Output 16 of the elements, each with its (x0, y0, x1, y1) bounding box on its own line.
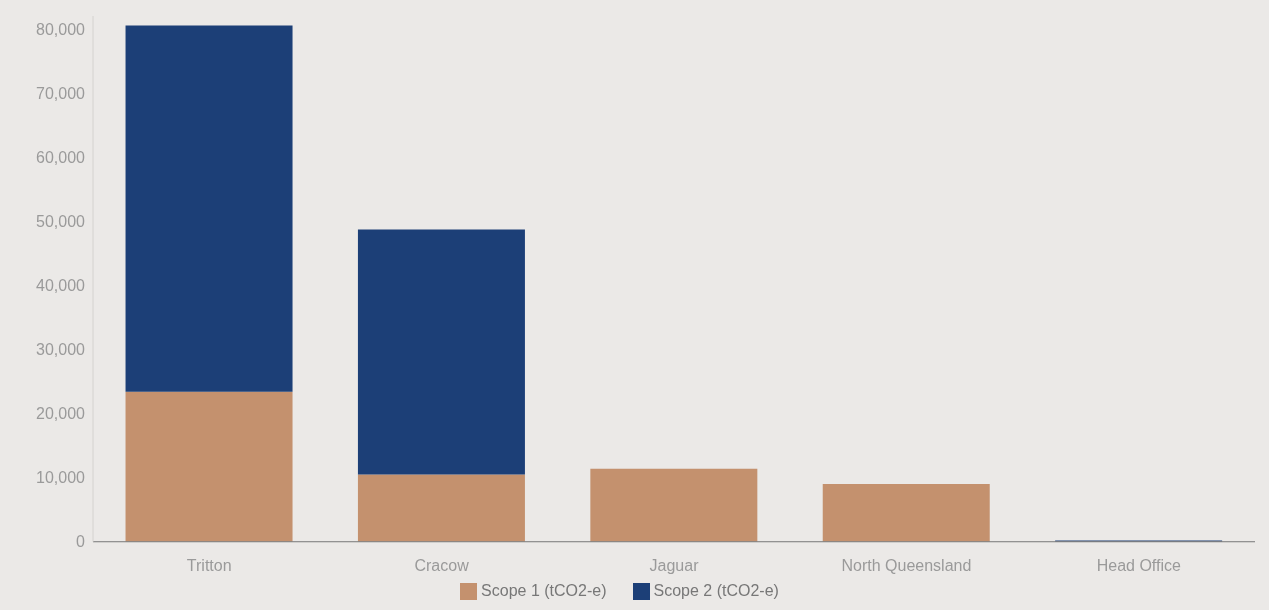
legend-label: Scope 1 (tCO2-e) (481, 581, 607, 599)
y-tick-label: 0 (76, 533, 86, 551)
x-tick-label: North Queensland (841, 557, 972, 575)
y-tick-label: 50,000 (36, 212, 86, 230)
x-tick-label: Head Office (1096, 557, 1181, 575)
x-tick-label: Jaguar (649, 557, 700, 575)
y-tick-label: 70,000 (36, 84, 86, 102)
y-tick-label: 20,000 (36, 405, 86, 423)
y-tick-label: 30,000 (36, 341, 86, 359)
x-tick-label: Tritton (186, 557, 232, 575)
y-tick-label: 80,000 (36, 20, 86, 38)
y-tick-label: 60,000 (36, 148, 86, 166)
x-tick-label: Cracow (414, 557, 470, 575)
y-tick-label: 10,000 (36, 469, 86, 487)
legend-label: Scope 2 (tCO2-e) (653, 581, 779, 599)
y-tick-label: 40,000 (36, 276, 86, 294)
